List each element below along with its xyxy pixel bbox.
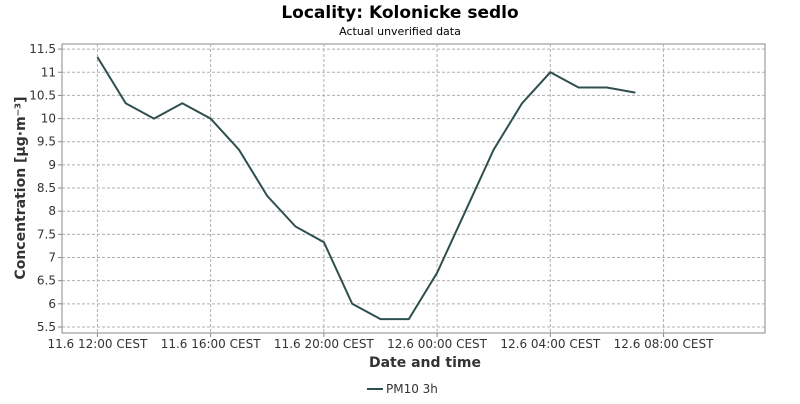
x-tick-label: 12.6 08:00 CEST <box>614 337 715 351</box>
y-tick-label: 6 <box>48 297 56 311</box>
y-tick-label: 7 <box>48 251 56 265</box>
x-tick-label: 11.6 12:00 CEST <box>47 337 148 351</box>
y-axis-label: Concentration [µg·m⁻³] <box>13 96 29 279</box>
x-tick-label: 12.6 04:00 CEST <box>500 337 601 351</box>
y-tick-label: 7.5 <box>37 227 56 241</box>
x-axis-label: Date and time <box>369 355 481 371</box>
y-tick-label: 11.5 <box>29 42 56 56</box>
y-tick-label: 10 <box>41 112 56 126</box>
y-tick-label: 5.5 <box>37 320 56 334</box>
x-tick-label: 11.6 20:00 CEST <box>274 337 375 351</box>
legend-label: PM10 3h <box>386 382 438 396</box>
x-tick-label: 11.6 16:00 CEST <box>161 337 262 351</box>
y-tick-label: 9.5 <box>37 135 56 149</box>
chart-title: Locality: Kolonicke sedlo <box>281 3 518 23</box>
y-tick-label: 9 <box>48 158 56 172</box>
y-tick-label: 10.5 <box>29 88 56 102</box>
y-tick-label: 8 <box>48 204 56 218</box>
y-tick-label: 6.5 <box>37 274 56 288</box>
data-line <box>96 56 636 321</box>
x-tick-label: 12.6 00:00 CEST <box>387 337 488 351</box>
chart-subtitle: Actual unverified data <box>339 25 461 38</box>
y-tick-label: 8.5 <box>37 181 56 195</box>
y-tick-label: 11 <box>41 65 56 79</box>
